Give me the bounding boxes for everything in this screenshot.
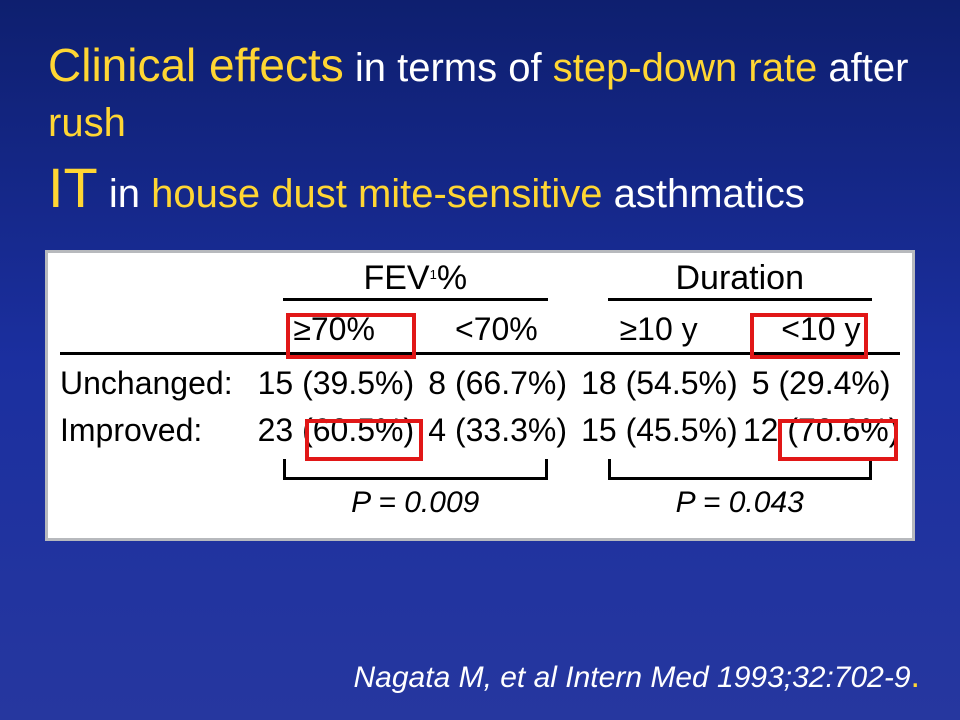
p-group-fev1: P = 0.009 (283, 459, 548, 520)
cell-improved-3: 12 (70.6%) (740, 412, 902, 449)
rule-subheader (60, 352, 900, 355)
citation: Nagata M, et al Intern Med 1993;32:702-9… (354, 657, 920, 696)
title-part4: after (828, 46, 908, 90)
label-improved: Improved: (58, 412, 255, 449)
rule-fev1 (283, 298, 548, 301)
data-figure: FEV1% Duration ≥70% <70% ≥10 y <10 y Unc… (45, 250, 915, 541)
cell-unchanged-1: 8 (66.7%) (417, 365, 579, 402)
slide-title: Clinical effects in terms of step-down r… (48, 34, 912, 226)
cell-improved-1: 4 (33.3%) (417, 412, 579, 449)
title-part2: in terms of (355, 46, 542, 90)
subheader-ge10y: ≥10 y (578, 311, 740, 348)
bracket-duration (608, 459, 873, 480)
header-fev1: FEV1% (253, 259, 578, 298)
header-duration: Duration (578, 259, 903, 298)
title-part8: house dust mite-sensitive (151, 172, 602, 216)
title-part7: in (109, 172, 140, 216)
cell-improved-0: 23 (60.5%) (255, 412, 417, 449)
title-part3: step-down rate (553, 46, 818, 90)
subheader-lt70: <70% (415, 311, 577, 348)
pvalue-duration: P = 0.043 (676, 486, 804, 519)
row-unchanged: Unchanged: 15 (39.5%) 8 (66.7%) 18 (54.5… (58, 365, 902, 402)
subheader-ge70: ≥70% (253, 311, 415, 348)
citation-dot: . (911, 657, 920, 695)
cell-unchanged-0: 15 (39.5%) (255, 365, 417, 402)
title-part1: Clinical effects (48, 39, 344, 91)
p-group-duration: P = 0.043 (608, 459, 873, 520)
cell-unchanged-3: 5 (29.4%) (740, 365, 902, 402)
citation-text: Nagata M, et al Intern Med 1993;32:702-9 (354, 661, 911, 694)
pvalue-fev1: P = 0.009 (351, 486, 479, 519)
subheader-lt10y: <10 y (740, 311, 902, 348)
label-unchanged: Unchanged: (58, 365, 255, 402)
row-improved: Improved: 23 (60.5%) 4 (33.3%) 15 (45.5%… (58, 412, 902, 449)
title-part9: asthmatics (614, 172, 805, 216)
rule-duration (608, 298, 873, 301)
title-part6: IT (48, 156, 98, 219)
bracket-fev1 (283, 459, 548, 480)
cell-improved-2: 15 (45.5%) (579, 412, 741, 449)
title-part5: rush (48, 101, 126, 145)
cell-unchanged-2: 18 (54.5%) (579, 365, 741, 402)
